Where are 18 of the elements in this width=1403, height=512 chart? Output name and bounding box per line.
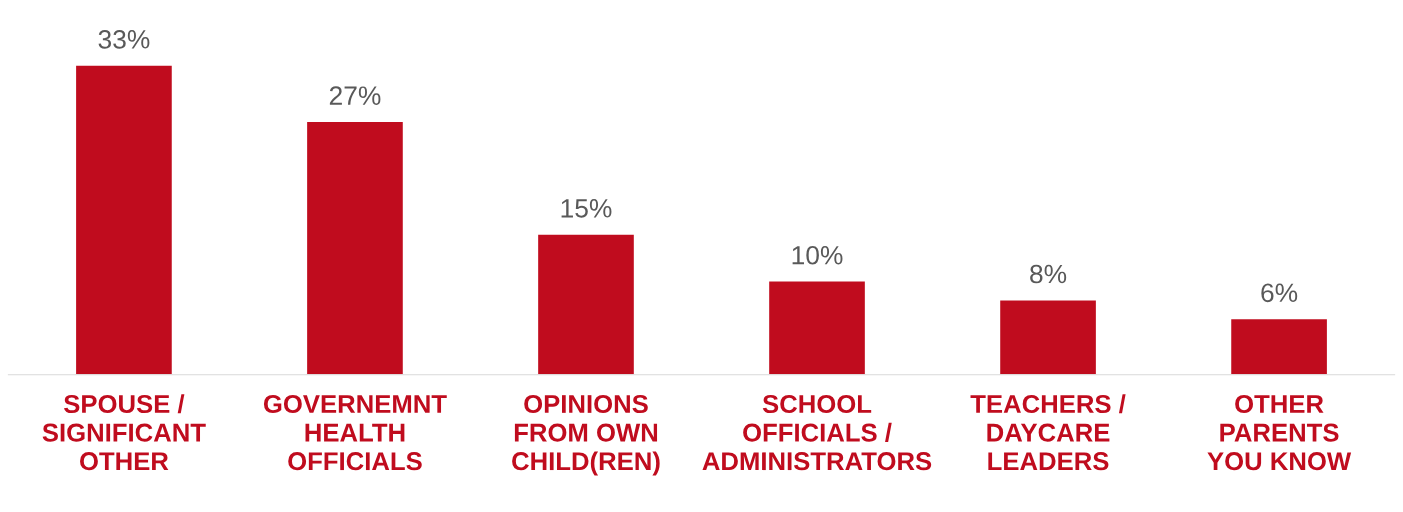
data-label: 27% (329, 86, 381, 105)
data-label: 6% (1261, 283, 1298, 303)
x-tick-label: TEACHERS / DAYCARE LEADERS (970, 394, 1126, 471)
data-label: 15% (561, 199, 612, 218)
bar (536, 233, 636, 375)
bar (767, 280, 867, 375)
x-tick-label: SPOUSE / SIGNIFICANT OTHER (42, 394, 206, 471)
x-tick-label: SCHOOL OFFICIALS / ADMINISTRATORS (702, 394, 932, 471)
bar (74, 64, 174, 375)
bar (1229, 317, 1329, 375)
x-tick-label: OPINIONS FROM OWN CHILD(REN) (512, 394, 660, 476)
bar (305, 120, 405, 375)
data-label: 8% (1030, 264, 1067, 284)
data-label: 10% (792, 245, 843, 265)
data-label: 33% (98, 29, 150, 49)
x-tick-label: GOVERNEMNT HEALTH OFFICIALS (263, 394, 447, 471)
x-tick-label: OTHER PARENTS YOU KNOW (1207, 394, 1352, 471)
bar (998, 298, 1098, 375)
